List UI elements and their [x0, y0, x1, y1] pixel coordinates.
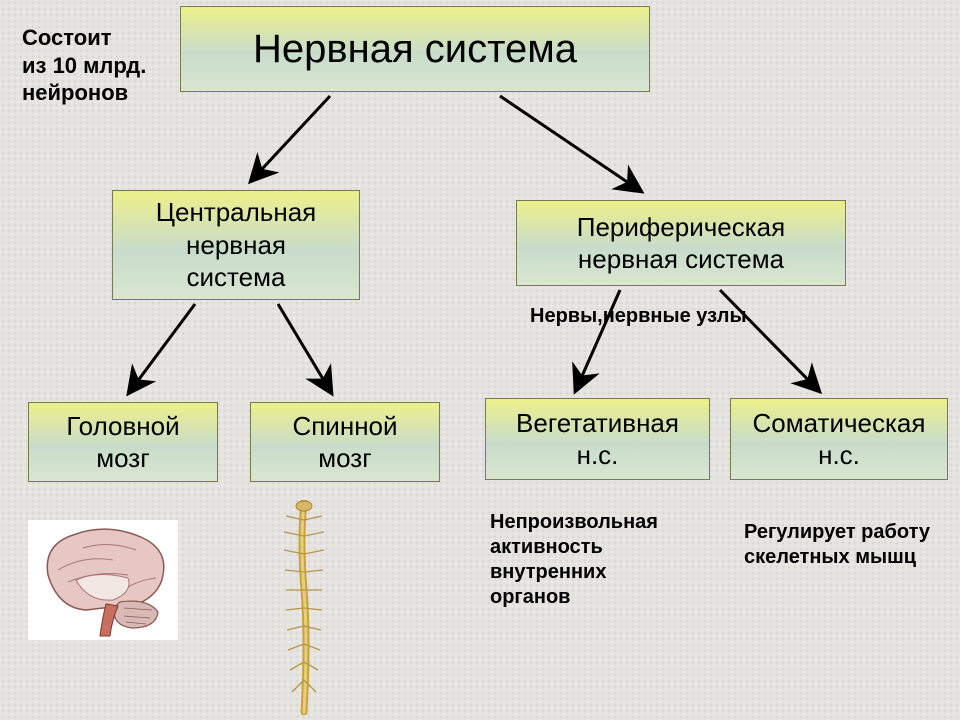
- node-veg-text: Вегетативнаян.с.: [516, 407, 679, 472]
- node-veg: Вегетативнаян.с.: [485, 398, 710, 480]
- node-root-text: Нервная система: [253, 24, 577, 74]
- label-neurons-text: Состоитиз 10 млрд.нейронов: [22, 25, 146, 105]
- node-som-text: Соматическаян.с.: [753, 407, 926, 472]
- node-brain-text: Головноймозг: [66, 410, 179, 475]
- node-brain: Головноймозг: [28, 402, 218, 482]
- label-involuntary: Непроизвольнаяактивностьвнутреннихоргано…: [490, 510, 658, 610]
- node-cns-text: Центральнаянервнаясистема: [156, 196, 317, 294]
- label-nerves: Нервы,нервные узлы: [530, 304, 747, 329]
- node-spinal-text: Спинноймозг: [292, 410, 397, 475]
- label-involuntary-text: Непроизвольнаяактивностьвнутреннихоргано…: [490, 511, 658, 608]
- label-nerves-text: Нервы,нервные узлы: [530, 305, 747, 327]
- label-skeletal: Регулирует работускелетных мышц: [744, 520, 930, 570]
- node-pns-text: Периферическаянервная система: [577, 211, 785, 276]
- node-cns: Центральнаянервнаясистема: [112, 190, 360, 300]
- node-spinal: Спинноймозг: [250, 402, 440, 482]
- brain-image: [28, 520, 178, 645]
- spine-image: [280, 500, 328, 720]
- node-pns: Периферическаянервная система: [516, 200, 846, 286]
- label-neurons: Состоитиз 10 млрд.нейронов: [22, 24, 146, 107]
- label-skeletal-text: Регулирует работускелетных мышц: [744, 521, 930, 568]
- node-som: Соматическаян.с.: [730, 398, 948, 480]
- node-root: Нервная система: [180, 6, 650, 92]
